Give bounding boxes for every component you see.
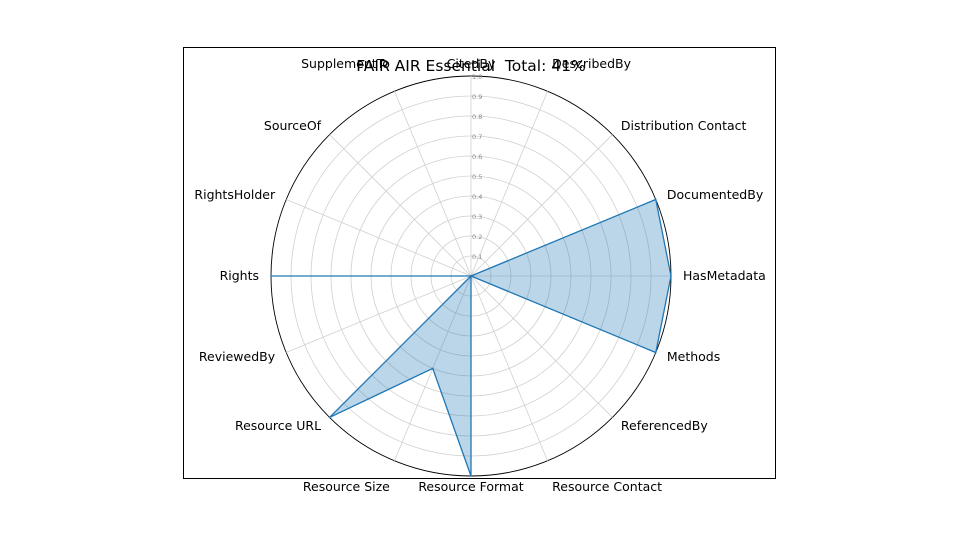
radial-tick-label: 0.4 bbox=[472, 193, 482, 201]
data-point bbox=[270, 275, 272, 277]
grid-spoke bbox=[470, 275, 613, 418]
category-label: DescribedBy bbox=[552, 56, 631, 71]
grid-spoke bbox=[329, 134, 472, 277]
category-label: HasMetadata bbox=[683, 268, 766, 283]
data-point bbox=[670, 275, 672, 277]
chart-title: FAIR AIR Essential Total: 41% bbox=[356, 57, 586, 75]
grid-spoke bbox=[286, 275, 472, 353]
radial-tick-label: 0.7 bbox=[472, 133, 482, 141]
category-label: RightsHolder bbox=[194, 187, 276, 202]
grid-spoke bbox=[286, 199, 472, 277]
data-point bbox=[654, 198, 657, 201]
category-label: Methods bbox=[667, 349, 720, 364]
category-label: Rights bbox=[220, 268, 259, 283]
category-label: CitedBy bbox=[447, 56, 496, 71]
category-label: Resource Size bbox=[303, 479, 390, 494]
category-label: SupplementTo bbox=[301, 56, 390, 71]
data-point bbox=[328, 416, 331, 419]
plot-frame bbox=[183, 47, 776, 479]
radial-tick-label: 0.9 bbox=[472, 93, 482, 101]
radial-tick-label: 0.1 bbox=[472, 253, 482, 261]
data-point bbox=[431, 367, 434, 370]
grid-spoke bbox=[470, 134, 613, 277]
category-label: SourceOf bbox=[264, 118, 322, 133]
data-point bbox=[470, 275, 472, 277]
radial-tick-label: 0.8 bbox=[472, 113, 482, 121]
radial-tick-label: 0.6 bbox=[472, 153, 482, 161]
category-label: ReferencedBy bbox=[621, 418, 708, 433]
category-label: ReviewedBy bbox=[199, 349, 276, 364]
radial-tick-label: 0.5 bbox=[472, 173, 482, 181]
data-point bbox=[654, 351, 657, 354]
data-point bbox=[470, 475, 472, 477]
grid-spoke bbox=[394, 91, 472, 277]
radial-tick-label: 0.2 bbox=[472, 233, 482, 241]
category-label: Resource Format bbox=[418, 479, 523, 494]
radial-tick-label: 0.3 bbox=[472, 213, 482, 221]
grid-spoke bbox=[470, 91, 548, 277]
radial-tick-label: 1.0 bbox=[472, 73, 482, 81]
category-label: Resource Contact bbox=[552, 479, 662, 494]
category-label: DocumentedBy bbox=[667, 187, 764, 202]
category-label: Distribution Contact bbox=[621, 118, 747, 133]
category-label: Resource URL bbox=[235, 418, 321, 433]
grid-spoke bbox=[470, 275, 548, 461]
